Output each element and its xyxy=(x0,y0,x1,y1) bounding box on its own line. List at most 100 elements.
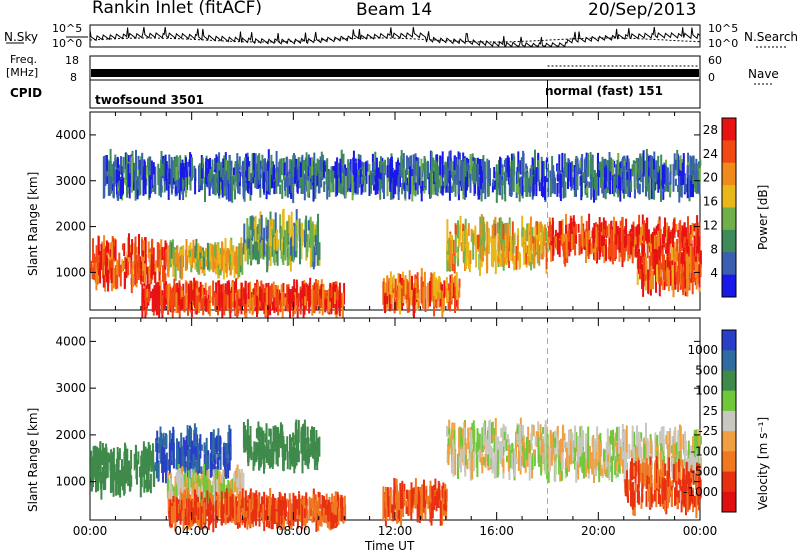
power-echo-cell xyxy=(520,176,522,193)
power-echo-cell xyxy=(612,159,614,176)
power-echo-cell xyxy=(394,278,397,298)
power-echo-cell xyxy=(293,222,296,238)
power-echo-cell xyxy=(231,176,234,203)
velocity-echo-cell xyxy=(233,502,236,525)
power-echo-cell xyxy=(682,168,685,185)
velocity-echo-cell xyxy=(195,461,198,481)
power-echo-cell xyxy=(292,241,295,263)
power-echo-cell xyxy=(119,179,122,199)
power-echo-cell xyxy=(698,236,701,250)
power-echo-cell xyxy=(579,235,582,246)
velocity-echo-cell xyxy=(127,460,130,483)
power-echo-cell xyxy=(535,167,538,192)
power-echo-cell xyxy=(410,155,413,177)
velocity-echo-cell xyxy=(405,507,408,514)
power-echo-cell xyxy=(436,291,439,300)
power-echo-cell xyxy=(168,168,171,185)
power-echo-cell xyxy=(95,262,98,291)
power-echo-cell xyxy=(317,159,320,174)
power-echo-cell xyxy=(669,269,672,286)
power-echo-cell xyxy=(648,256,651,280)
power-echo-cell xyxy=(684,261,687,289)
power-echo-cell xyxy=(221,180,224,198)
power-echo-cell xyxy=(221,292,224,320)
velocity-echo-cell xyxy=(211,452,214,477)
power-echo-cell xyxy=(682,277,685,296)
velocity-echo-cell xyxy=(109,466,112,493)
power-echo-cell xyxy=(683,222,686,238)
power-echo-cell xyxy=(536,221,539,245)
power-echo-cell xyxy=(384,292,387,303)
power-echo-cell xyxy=(294,292,297,314)
power-echo-cell xyxy=(162,163,165,177)
velocity-echo-cell xyxy=(274,431,277,452)
power-echo-cell xyxy=(182,245,185,256)
power-echo-cell xyxy=(349,159,352,172)
velocity-echo-cell xyxy=(318,492,321,509)
power-echo-cell xyxy=(494,223,497,236)
power-echo-cell xyxy=(615,221,618,241)
power-echo-cell xyxy=(131,261,134,285)
power-echo-cell xyxy=(456,251,459,259)
power-echo-cell xyxy=(545,227,548,241)
power-colorbar-tick-label: 20 xyxy=(703,171,718,185)
power-echo-cell xyxy=(178,282,181,301)
power-echo-cell xyxy=(589,152,592,180)
power-echo-cell xyxy=(336,157,339,171)
power-echo-cell xyxy=(635,226,638,234)
power-echo-cell xyxy=(455,272,458,296)
power-echo-cell xyxy=(674,247,677,261)
power-echo-cell xyxy=(454,179,457,197)
cpid-segment-label: twofsound 3501 xyxy=(95,93,204,107)
power-echo-cell xyxy=(299,162,302,178)
power-echo-cell xyxy=(227,248,230,263)
velocity-echo-cell xyxy=(255,428,258,439)
power-echo-cell xyxy=(630,180,633,193)
power-echo-cell xyxy=(427,162,430,179)
power-echo-cell xyxy=(526,172,529,197)
velocity-echo-cell xyxy=(138,466,141,478)
power-echo-cell xyxy=(139,156,142,176)
power-echo-cell xyxy=(578,234,581,256)
power-echo-cell xyxy=(619,176,622,202)
power-echo-cell xyxy=(598,169,601,178)
power-echo-cell xyxy=(227,160,229,180)
power-echo-cell xyxy=(396,292,399,306)
power-echo-cell xyxy=(126,174,128,198)
power-echo-cell xyxy=(244,280,247,305)
velocity-echo-cell xyxy=(277,427,280,444)
velocity-echo-cell xyxy=(491,448,494,474)
power-echo-cell xyxy=(277,167,280,187)
power-echo-cell xyxy=(173,253,176,266)
power-echo-cell xyxy=(309,226,312,249)
velocity-echo-cell xyxy=(177,473,180,494)
power-echo-cell xyxy=(463,245,466,263)
velocity-echo-cell xyxy=(124,445,127,473)
power-echo-cell xyxy=(355,162,358,178)
nave-bottom-tick: 0 xyxy=(708,71,715,84)
power-echo-cell xyxy=(615,234,618,245)
power-echo-cell xyxy=(240,243,243,266)
power-echo-cell xyxy=(328,170,331,197)
power-echo-cell xyxy=(475,240,478,268)
velocity-echo-cell xyxy=(233,472,236,482)
velocity-echo-cell xyxy=(271,454,274,464)
power-echo-cell xyxy=(650,173,653,200)
power-echo-cell xyxy=(238,172,241,186)
power-echo-cell xyxy=(318,167,321,186)
power-echo-cell xyxy=(90,263,93,272)
velocity-echo-cell xyxy=(239,491,242,511)
power-echo-cell xyxy=(149,156,152,178)
power-echo-cell xyxy=(216,162,219,179)
power-echo-cell xyxy=(119,164,121,175)
power-echo-cell xyxy=(185,157,187,172)
velocity-echo-cell xyxy=(189,478,192,491)
power-echo-cell xyxy=(135,258,138,274)
power-echo-cell xyxy=(571,182,574,189)
power-echo-cell xyxy=(585,231,588,248)
power-echo-cell xyxy=(281,179,284,199)
velocity-echo-cell xyxy=(159,426,162,454)
velocity-echo-cell xyxy=(212,454,215,462)
freq-bar xyxy=(547,69,699,77)
power-echo-cell xyxy=(259,160,262,169)
